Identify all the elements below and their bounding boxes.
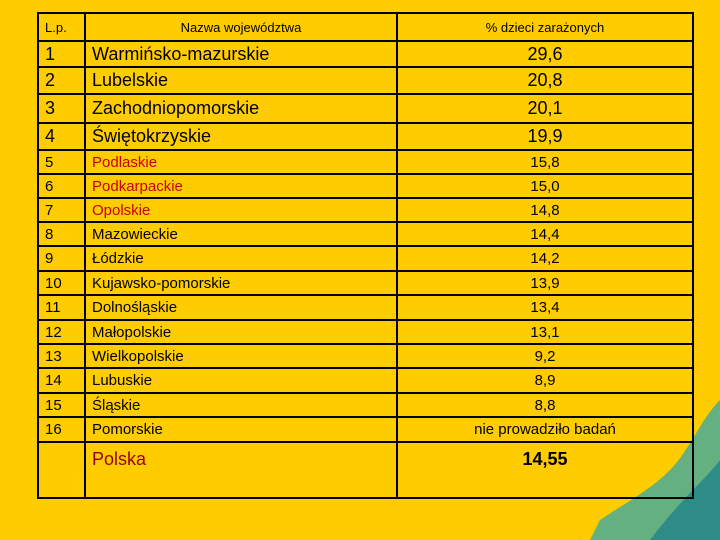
cell: Świętokrzyskie — [84, 122, 398, 151]
cell: Dolnośląskie — [84, 294, 398, 321]
cell: 14,8 — [396, 197, 694, 223]
cell: 7 — [37, 197, 86, 223]
cell: 20,1 — [396, 93, 694, 124]
table-row: 6 Podkarpackie 15,0 — [37, 173, 694, 199]
cell: 15,0 — [396, 173, 694, 199]
cell: 13,4 — [396, 294, 694, 321]
cell: 14,4 — [396, 221, 694, 247]
cell: Śląskie — [84, 392, 398, 418]
cell: 15 — [37, 392, 86, 418]
cell: Lubuskie — [84, 367, 398, 394]
table-row: 4 Świętokrzyskie 19,9 — [37, 122, 694, 151]
cell: % dzieci zarażonych — [396, 12, 694, 42]
table-row: 15 Śląskie 8,8 — [37, 392, 694, 418]
table-row: 7 Opolskie 14,8 — [37, 197, 694, 223]
cell: 20,8 — [396, 66, 694, 95]
cell: Wielkopolskie — [84, 343, 398, 369]
cell: L.p. — [37, 12, 86, 42]
cell: 13,1 — [396, 319, 694, 345]
cell: 14,55 — [396, 441, 694, 499]
cell: 9,2 — [396, 343, 694, 369]
table-row: 3 Zachodniopomorskie 20,1 — [37, 93, 694, 124]
cell: 2 — [37, 66, 86, 95]
cell: Kujawsko-pomorskie — [84, 270, 398, 296]
cell: 8,8 — [396, 392, 694, 418]
cell: 11 — [37, 294, 86, 321]
cell: 12 — [37, 319, 86, 345]
table-row: 11 Dolnośląskie 13,4 — [37, 294, 694, 321]
cell: 29,6 — [396, 40, 694, 68]
cell: Opolskie — [84, 197, 398, 223]
teal-shape — [650, 460, 720, 540]
cell: Podlaskie — [84, 149, 398, 175]
footer-row: Polska 14,55 — [37, 441, 694, 499]
table-row: 2 Lubelskie 20,8 — [37, 66, 694, 95]
table-row: 16 Pomorskie nie prowadziło badań — [37, 416, 694, 443]
data-table: L.p. Nazwa województwa% dzieci zarażonych… — [37, 12, 694, 499]
cell: 19,9 — [396, 122, 694, 151]
cell: 10 — [37, 270, 86, 296]
cell: 1 — [37, 40, 86, 68]
table-row: 9 Łódzkie 14,2 — [37, 245, 694, 272]
table-row: 12 Małopolskie 13,1 — [37, 319, 694, 345]
cell — [37, 441, 86, 499]
cell: 6 — [37, 173, 86, 199]
cell: Warmińsko-mazurskie — [84, 40, 398, 68]
cell: Lubelskie — [84, 66, 398, 95]
cell: Zachodniopomorskie — [84, 93, 398, 124]
cell: Mazowieckie — [84, 221, 398, 247]
cell: 14 — [37, 367, 86, 394]
cell: 9 — [37, 245, 86, 272]
table-row: 1 Warmińsko-mazurskie 29,6 — [37, 40, 694, 68]
table-row: 14 Lubuskie 8,9 — [37, 367, 694, 394]
cell: 4 — [37, 122, 86, 151]
cell: 13 — [37, 343, 86, 369]
cell: Podkarpackie — [84, 173, 398, 199]
table-row: 8 Mazowieckie 14,4 — [37, 221, 694, 247]
cell: nie prowadziło badań — [396, 416, 694, 443]
cell: Nazwa województwa — [84, 12, 398, 42]
cell: 15,8 — [396, 149, 694, 175]
table-row: 10 Kujawsko-pomorskie 13,9 — [37, 270, 694, 296]
header-row: L.p. Nazwa województwa% dzieci zarażonych — [37, 12, 694, 42]
cell: 8,9 — [396, 367, 694, 394]
table-row: 13 Wielkopolskie 9,2 — [37, 343, 694, 369]
cell: 3 — [37, 93, 86, 124]
cell: Pomorskie — [84, 416, 398, 443]
cell: 13,9 — [396, 270, 694, 296]
cell: 16 — [37, 416, 86, 443]
cell: 5 — [37, 149, 86, 175]
cell: Łódzkie — [84, 245, 398, 272]
cell: Polska — [84, 441, 398, 499]
table-row: 5 Podlaskie 15,8 — [37, 149, 694, 175]
cell: 14,2 — [396, 245, 694, 272]
cell: 8 — [37, 221, 86, 247]
cell: Małopolskie — [84, 319, 398, 345]
